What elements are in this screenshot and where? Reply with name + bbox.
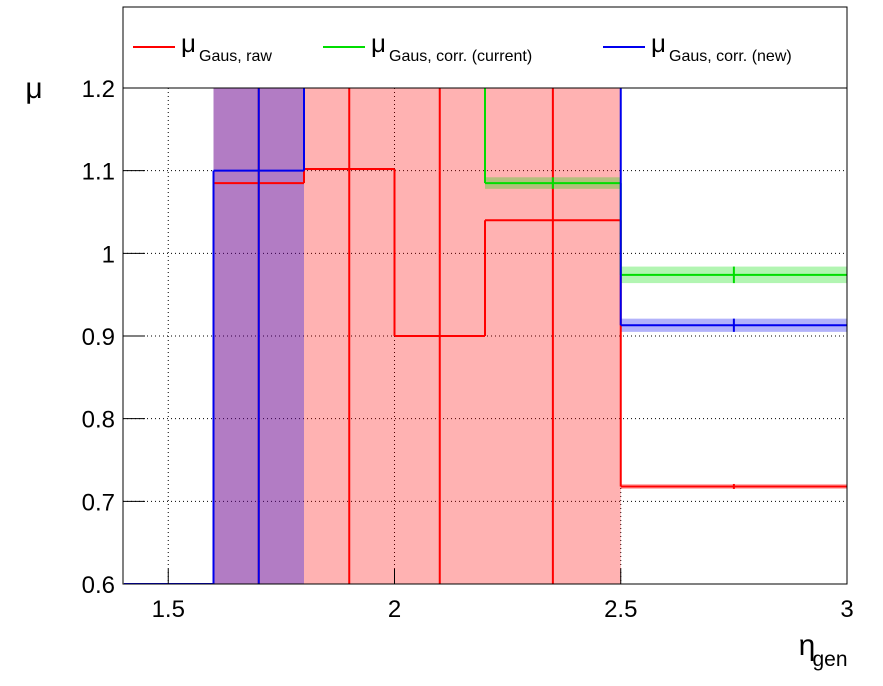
y-tick-label: 0.7 — [82, 489, 115, 516]
x-axis-label-sub: gen — [812, 648, 847, 671]
legend-symbol: μ — [651, 28, 666, 58]
y-tick-label: 0.9 — [82, 324, 115, 351]
x-tick-label: 2.5 — [604, 596, 637, 623]
legend-label: Gaus, corr. (new) — [669, 48, 792, 65]
x-tick-label: 3 — [840, 596, 853, 623]
y-tick-label: 1.2 — [82, 76, 115, 103]
legend-symbol: μ — [371, 28, 386, 58]
legend-label: Gaus, raw — [199, 48, 272, 65]
legend-box — [122, 6, 848, 89]
x-axis-label: η — [799, 629, 816, 662]
y-tick-label: 1.1 — [82, 159, 115, 186]
y-tick-label: 1 — [102, 241, 115, 268]
x-tick-label: 2 — [388, 596, 401, 623]
y-tick-label: 0.6 — [82, 572, 115, 599]
plot-area — [124, 88, 847, 584]
x-tick-label: 1.5 — [152, 596, 185, 623]
legend-symbol: μ — [181, 28, 196, 58]
legend-label: Gaus, corr. (current) — [389, 48, 532, 65]
y-axis-label: μ — [25, 72, 42, 105]
y-tick-label: 0.8 — [82, 407, 115, 434]
